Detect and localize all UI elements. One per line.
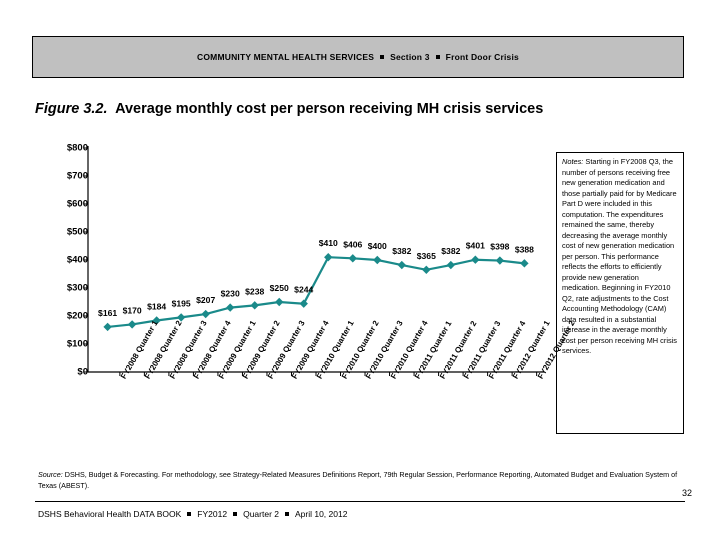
data-point-label: $398: [490, 242, 509, 252]
chart-notes-box: Notes: Starting in FY2008 Q3, the number…: [556, 152, 684, 434]
data-point-label: $388: [515, 244, 534, 254]
data-point-marker: [446, 260, 456, 270]
data-point-label: $410: [319, 238, 338, 248]
y-axis-tick-label: $500: [66, 226, 88, 238]
data-point-marker: [176, 313, 186, 322]
y-axis-tick-label: $700: [66, 170, 88, 182]
data-point-marker: [397, 260, 407, 270]
series-line: [107, 256, 525, 329]
data-point-marker: [348, 254, 357, 263]
data-point-marker: [520, 259, 529, 268]
data-point-label: $161: [98, 308, 117, 318]
data-point-marker: [495, 256, 505, 265]
y-axis-tick-label: $400: [66, 254, 88, 266]
data-point-label: $170: [123, 305, 142, 315]
data-point-label: $207: [196, 295, 215, 305]
footer-divider: [35, 501, 685, 503]
data-point-label: $400: [368, 241, 387, 251]
data-point-marker: [201, 309, 210, 319]
figure-title: Figure 3.2. Average monthly cost per per…: [35, 101, 543, 117]
page-header-banner: COMMUNITY MENTAL HEALTH SERVICES Section …: [32, 36, 684, 78]
header-topic: Front Door Crisis: [445, 52, 519, 62]
data-point-marker: [103, 322, 112, 332]
footer-bullet-icon-1: [187, 512, 192, 517]
data-point-marker: [299, 299, 308, 308]
data-point-label: $406: [343, 239, 362, 249]
footer-bullet-icon-3: [284, 512, 289, 517]
footer-bullet-icon-2: [233, 512, 238, 517]
data-point-marker: [225, 303, 235, 312]
data-point-marker: [471, 255, 480, 264]
data-point-label: $184: [147, 301, 166, 311]
data-point-marker: [250, 301, 259, 310]
y-axis-tick-label: $800: [66, 142, 88, 154]
data-point-label: $382: [392, 246, 411, 256]
line-chart-plot: $161 $170 $184 $195 $207 $230 $238 $250 $244 $410…: [84, 146, 544, 376]
data-point-label: $244: [294, 285, 313, 295]
data-point-label: $401: [466, 241, 485, 251]
data-point-label: $250: [270, 283, 289, 293]
data-point-marker: [152, 316, 161, 325]
footer-title: DSHS Behavioral Health DATA BOOK: [38, 509, 182, 519]
footer-fiscal-year: FY2012: [197, 509, 228, 519]
y-axis-tick-label: $0: [77, 366, 88, 378]
page-number: 32: [681, 488, 692, 498]
header-text-group: COMMUNITY MENTAL HEALTH SERVICES Section …: [197, 52, 519, 62]
y-axis-tick-label: $600: [66, 198, 88, 210]
source-note: Source: DSHS, Budget & Forecasting. For …: [38, 470, 678, 492]
header-bullet-icon-1: [380, 55, 385, 60]
header-section: Section 3: [390, 52, 430, 62]
data-point-label: $382: [441, 246, 460, 256]
data-point-marker: [275, 297, 284, 307]
data-point-label: $365: [417, 251, 436, 261]
data-point-label: $238: [245, 286, 264, 296]
x-axis: FY2008 Quarter 1 FY2008 Quarter 2 FY2008 Q…: [32, 319, 576, 460]
footer-date: April 10, 2012: [294, 509, 348, 519]
notes-label: Notes:: [562, 157, 584, 166]
y-axis-tick-label: $300: [66, 282, 88, 294]
y-axis-tick-label: $100: [66, 338, 88, 350]
data-point-marker: [422, 265, 431, 274]
data-point-marker: [127, 320, 137, 329]
data-point-marker: [373, 255, 382, 265]
figure-title-text: Average monthly cost per person receivin…: [115, 101, 544, 117]
page-footer: DSHS Behavioral Health DATA BOOK FY2012 Qu…: [38, 509, 347, 519]
header-title: COMMUNITY MENTAL HEALTH SERVICES: [197, 52, 375, 62]
source-text: DSHS, Budget & Forecasting. For methodol…: [38, 470, 678, 490]
data-point-label: $230: [221, 289, 240, 299]
chart-figure: $800 $700 $600 $500 $400 $300 $200 $100 $0 $161 $…: [32, 140, 576, 460]
source-label: Source:: [38, 470, 63, 479]
data-point-marker: [324, 253, 333, 262]
figure-number: Figure 3.2.: [35, 101, 108, 117]
header-bullet-icon-2: [435, 55, 440, 60]
data-point-label: $195: [172, 298, 191, 308]
y-axis: $800 $700 $600 $500 $400 $300 $200 $100 $0: [32, 140, 88, 378]
notes-text: Starting in FY2008 Q3, the number of per…: [562, 157, 678, 356]
y-axis-tick-label: $200: [66, 310, 88, 322]
footer-quarter: Quarter 2: [243, 509, 279, 519]
